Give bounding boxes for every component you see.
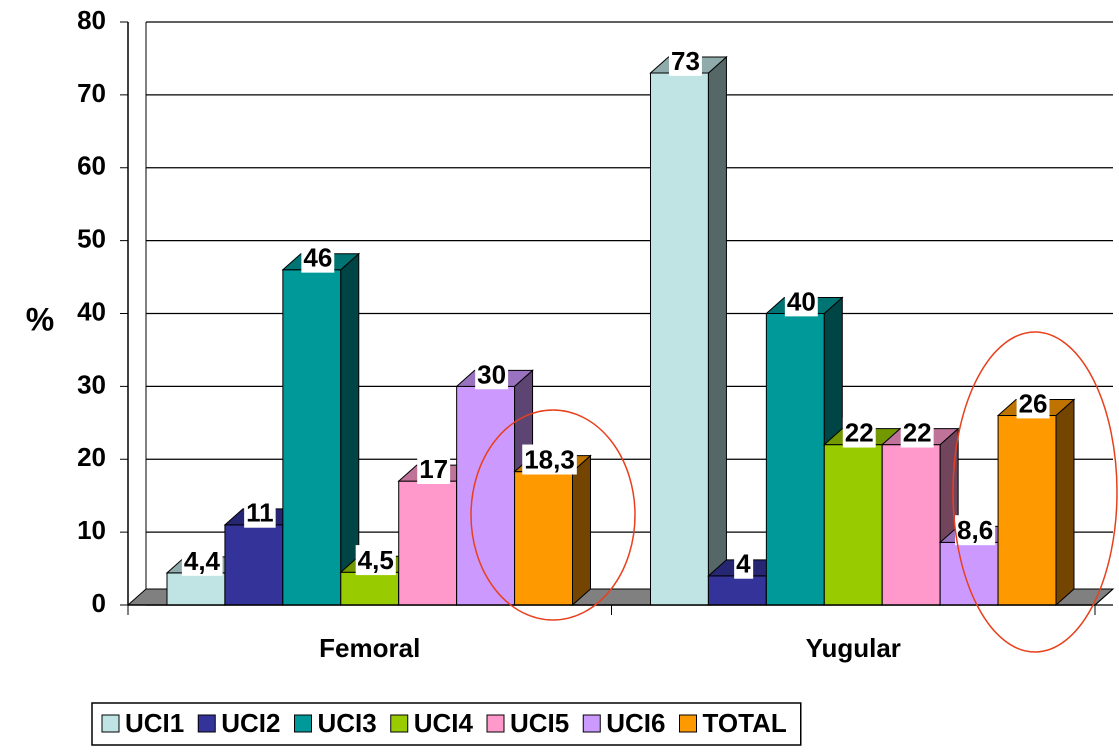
legend-swatch [197,714,216,733]
value-label-bg [784,286,818,317]
legend-label: UCI4 [414,708,474,738]
y-tick-label: 80 [77,5,106,35]
value-label: 73 [671,46,700,76]
y-tick-label: 70 [77,78,106,108]
value-label-bg [1016,388,1050,419]
bar [513,454,592,607]
value-label: 4 [736,549,751,579]
legend-label: UCI6 [606,708,665,738]
bar-front [939,541,999,606]
y-tick-label: 0 [92,588,106,618]
value-label: 8,6 [957,515,993,545]
bar-front [881,444,941,606]
value-label: 26 [1019,388,1048,418]
highlight [470,409,636,621]
y-axis-label: % [26,301,54,337]
y-tick-label: 50 [77,224,106,254]
value-label-bg [669,45,702,76]
x-tick-label: Yugular [806,633,901,663]
legend-label: TOTAL [703,708,787,738]
bar-front [514,471,573,606]
value-label: 11 [246,498,274,528]
bar-front [650,72,709,606]
value-label: 4,5 [358,545,394,575]
y-tick-label: 10 [77,515,106,545]
bar-front [166,572,226,606]
value-label-bg [181,545,223,576]
bar-front [224,524,284,606]
value-label-bg [955,515,996,546]
legend-swatch [486,714,505,733]
y-tick-label: 20 [77,442,106,472]
value-label: 18,3 [524,445,575,475]
value-label: 30 [477,359,506,389]
y-tick-label: 30 [77,369,106,399]
value-label: 4,4 [184,546,221,576]
bar-front [823,444,883,606]
value-label-bg [417,453,451,484]
value-label: 22 [845,418,874,448]
bar-front [282,269,342,606]
legend-swatch [101,714,120,733]
bar-side [707,55,727,607]
legend-swatch [679,714,697,733]
bar-side [572,454,591,607]
legend-label: UCI5 [510,708,569,738]
value-label-bg [842,417,876,448]
bar-front [398,480,458,606]
value-label-bg [301,242,335,273]
legend-swatch [390,714,409,733]
value-label-bg [475,359,509,390]
x-tick-label: Femoral [319,633,420,663]
value-label-bg [522,444,577,475]
value-label-bg [355,545,396,576]
bar-front [456,385,516,606]
value-label: 40 [787,286,816,316]
y-tick-label: 40 [77,296,106,326]
bar [649,55,728,607]
legend-swatch [582,714,601,733]
legend-label: UCI2 [221,708,280,738]
y-tick-label: 60 [77,151,106,181]
x-axis-depth [1094,588,1114,606]
bar-side [1055,398,1075,607]
value-label: 46 [303,243,332,273]
value-label-bg [900,417,934,448]
value-label-bg [244,497,276,528]
value-label: 22 [903,418,932,448]
bar-front [997,415,1057,606]
bar [996,398,1076,607]
legend-label: UCI1 [125,708,184,738]
value-label: 17 [419,454,448,484]
bar [281,252,361,607]
value-label-bg [734,548,754,579]
legend-label: UCI3 [318,708,377,738]
legend-swatch [294,714,312,733]
bar-front [340,571,400,606]
bar-front [765,313,825,606]
highlight [952,331,1118,653]
bar-front [707,575,767,606]
